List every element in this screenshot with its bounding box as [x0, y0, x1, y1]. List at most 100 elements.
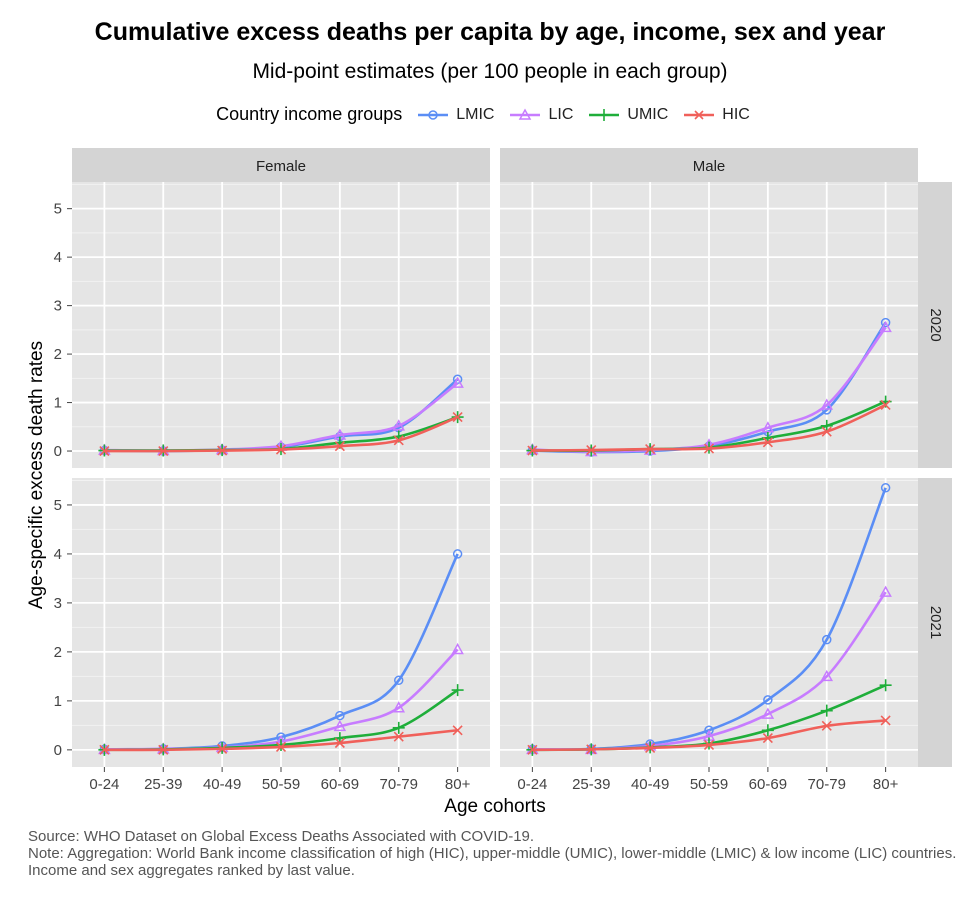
- data-point-lic: [761, 707, 775, 719]
- y-tick-label: 2: [54, 644, 62, 661]
- data-point-lic: [392, 419, 406, 431]
- data-point-lic: [879, 320, 892, 333]
- caption-source: Source: WHO Dataset on Global Excess Dea…: [28, 828, 535, 845]
- x-tick-label: 25-39: [144, 776, 182, 793]
- legend-item-lmic: LMIC: [416, 106, 494, 124]
- data-point-lic: [392, 701, 406, 713]
- legend-label: HIC: [722, 105, 750, 123]
- data-point-hic: [880, 715, 891, 726]
- data-point-lic: [333, 719, 347, 732]
- legend-item-umic: UMIC: [587, 106, 668, 124]
- data-point-lic: [451, 642, 464, 655]
- data-point-hic: [158, 744, 169, 755]
- y-tick-label: 4: [54, 249, 62, 266]
- x-tick-label: 0-24: [89, 776, 119, 793]
- data-point-hic: [645, 444, 656, 455]
- legend-label: LMIC: [456, 105, 495, 123]
- facet-strip-female: [72, 148, 490, 182]
- data-point-umic: [820, 419, 833, 432]
- data-point-hic: [158, 445, 169, 457]
- y-tick-label: 0: [54, 443, 62, 460]
- data-point-lmic: [704, 725, 714, 736]
- y-tick-label: 4: [54, 546, 62, 563]
- x-tick-label: 40-49: [203, 776, 241, 793]
- x-tick-label: 50-59: [262, 776, 300, 793]
- y-tick-label: 1: [54, 395, 62, 412]
- data-point-umic: [820, 704, 833, 717]
- legend-item-lic: LIC: [508, 106, 573, 124]
- data-point-hic: [334, 441, 345, 452]
- data-point-hic: [275, 444, 287, 455]
- data-point-hic: [821, 426, 832, 437]
- data-point-lmic: [452, 549, 463, 559]
- data-point-lmic: [335, 710, 345, 721]
- x-tick-label: 40-49: [631, 776, 669, 793]
- data-point-hic: [217, 743, 228, 754]
- data-point-lmic: [393, 675, 404, 686]
- data-point-hic: [703, 443, 715, 454]
- cross-icon: [684, 109, 715, 120]
- data-point-hic: [99, 445, 110, 457]
- facet-label-2020: 2020: [927, 308, 944, 341]
- data-point-umic: [392, 721, 405, 734]
- data-point-lic: [820, 669, 834, 682]
- data-point-lic: [879, 585, 892, 597]
- facet-strip-2021: [918, 478, 952, 767]
- data-point-umic: [761, 724, 774, 737]
- data-point-hic: [452, 725, 463, 736]
- triangle-icon: [510, 107, 541, 120]
- x-tick-label: 70-79: [808, 776, 846, 793]
- y-tick-label: 3: [54, 595, 62, 612]
- y-tick-label: 2: [54, 346, 62, 363]
- legend-label: LIC: [548, 105, 574, 123]
- data-point-hic: [762, 437, 773, 448]
- facet-strip-male: [500, 148, 918, 182]
- facet-label-female: Female: [256, 158, 306, 175]
- caption-note: Note: Aggregation: World Bank income cla…: [28, 845, 961, 879]
- data-point-lmic: [880, 483, 891, 493]
- x-axis-title: Age cohorts: [444, 796, 545, 817]
- x-tick-label: 80+: [445, 776, 471, 793]
- x-tick-label: 25-39: [572, 776, 610, 793]
- data-point-umic: [451, 684, 464, 697]
- y-tick-label: 5: [54, 497, 62, 514]
- data-point-hic: [275, 741, 287, 752]
- chart-title: Cumulative excess deaths per capita by a…: [94, 18, 886, 46]
- x-tick-label: 60-69: [321, 776, 359, 793]
- legend-item-hic: HIC: [682, 106, 750, 124]
- caption: Source: WHO Dataset on Global Excess Dea…: [28, 828, 968, 879]
- data-point-hic: [99, 744, 110, 755]
- data-point-hic: [527, 744, 538, 755]
- data-point-lmic: [821, 634, 832, 645]
- y-tick-label: 5: [54, 201, 62, 218]
- data-point-hic: [703, 739, 715, 751]
- y-tick-label: 0: [54, 742, 62, 759]
- data-point-hic: [334, 737, 345, 749]
- y-axis-title: Age-specific excess death rates: [26, 341, 47, 609]
- data-point-hic: [217, 445, 228, 456]
- data-point-hic: [880, 399, 891, 411]
- facet-label-male: Male: [693, 158, 726, 175]
- data-point-hic: [527, 445, 538, 456]
- y-tick-label: 1: [54, 693, 62, 710]
- x-tick-label: 80+: [873, 776, 899, 793]
- x-tick-label: 0-24: [517, 776, 547, 793]
- data-point-hic: [452, 412, 463, 423]
- x-tick-label: 70-79: [380, 776, 418, 793]
- data-point-umic: [879, 679, 892, 692]
- legend: Country income groups LMIC LIC UMIC HIC: [0, 104, 980, 125]
- legend-label: UMIC: [627, 105, 669, 123]
- data-point-lic: [451, 376, 464, 388]
- x-tick-label: 50-59: [690, 776, 728, 793]
- data-point-hic: [645, 742, 656, 753]
- x-tick-label: 60-69: [749, 776, 787, 793]
- data-point-hic: [586, 744, 597, 755]
- data-point-hic: [762, 733, 773, 744]
- data-point-hic: [586, 444, 597, 456]
- data-point-hic: [393, 731, 404, 742]
- data-point-hic: [821, 720, 832, 731]
- data-point-hic: [393, 435, 404, 446]
- data-point-lic: [820, 398, 834, 410]
- data-point-lmic: [880, 317, 891, 328]
